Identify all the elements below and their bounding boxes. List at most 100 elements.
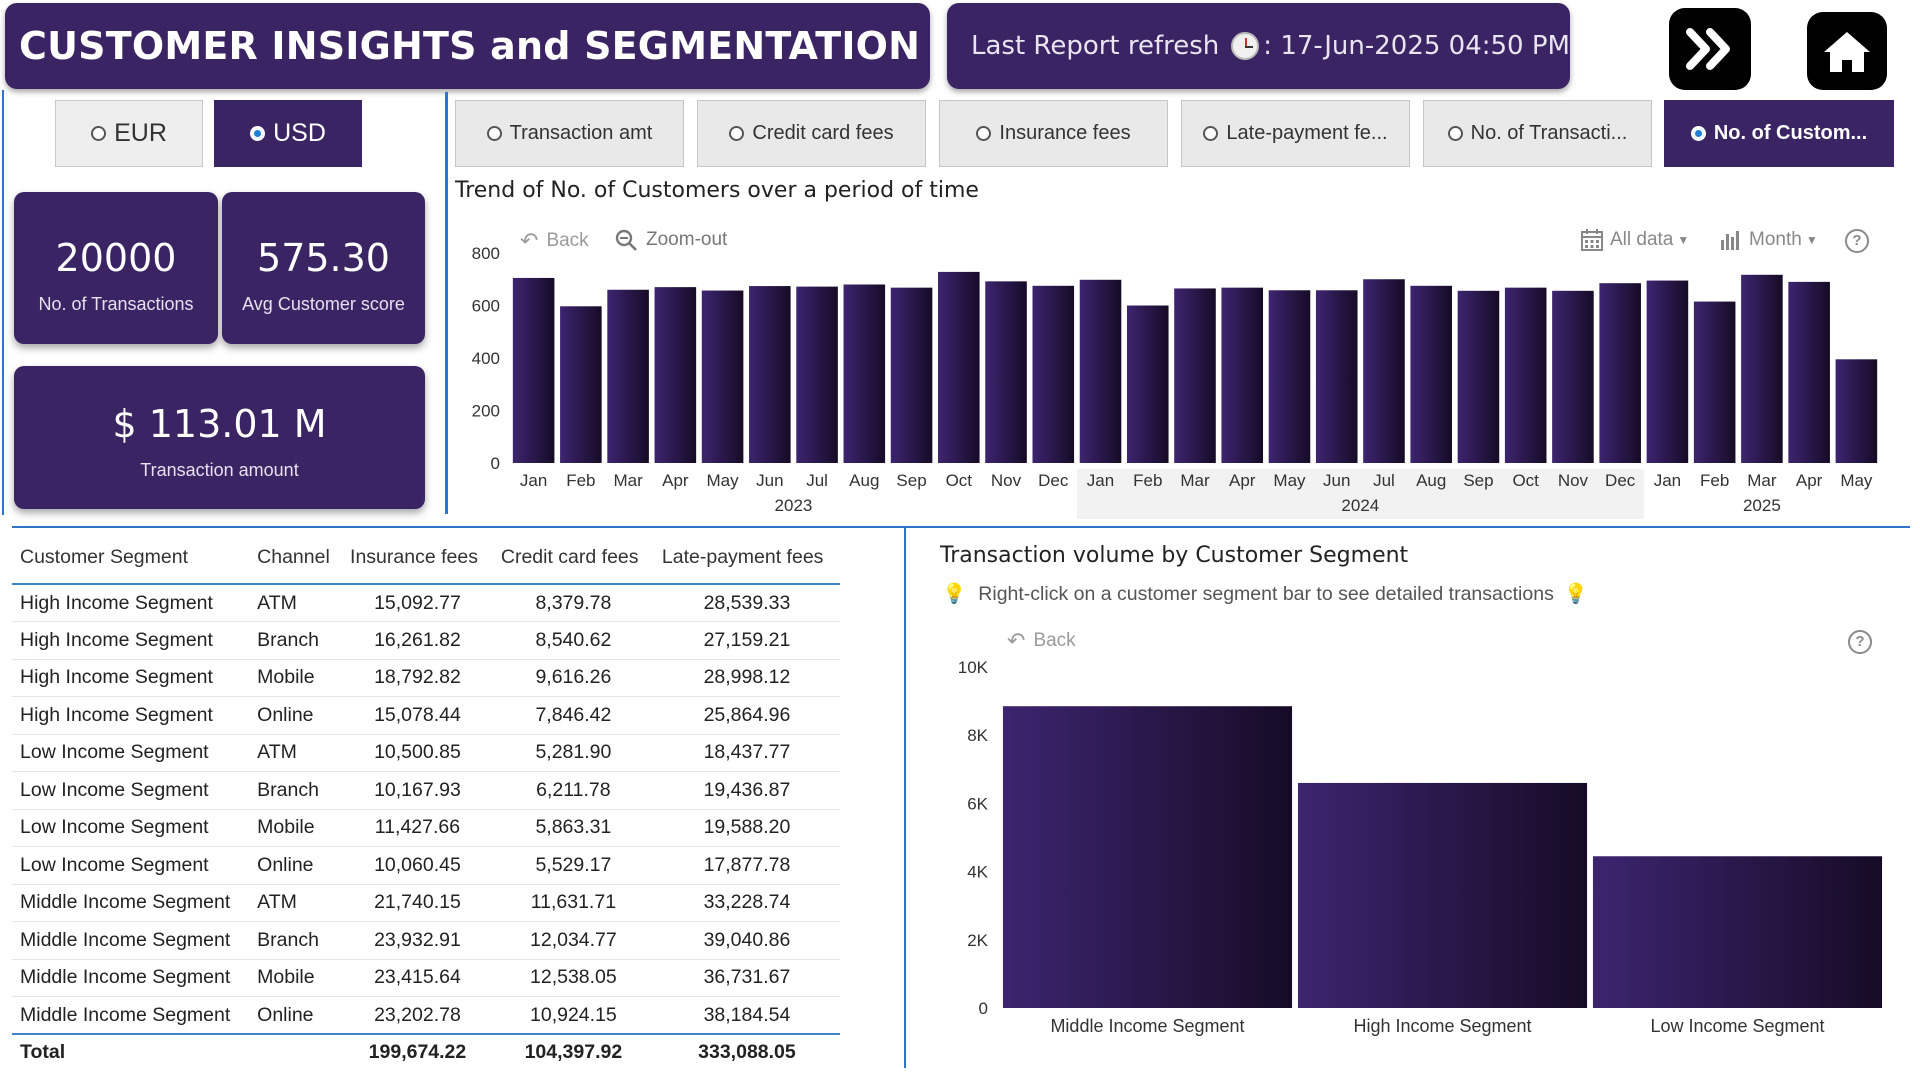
column-header[interactable]: Channel — [249, 532, 343, 585]
trend-back-button[interactable]: ↶ Back — [520, 228, 589, 254]
trend-bar[interactable] — [607, 289, 649, 463]
table-row[interactable]: High Income Segment Online 15,078.44 7,846.… — [12, 696, 840, 735]
trend-bar[interactable] — [985, 281, 1027, 463]
segment-hint-text: Right-click on a customer segment bar to… — [978, 582, 1554, 605]
help-icon[interactable]: ? — [1845, 229, 1869, 253]
table-row[interactable]: Middle Income Segment ATM 21,740.15 11,631.… — [12, 884, 840, 922]
metric-credit-card-fees-button[interactable]: Credit card fees — [697, 100, 926, 167]
table-row[interactable]: Low Income Segment Branch 10,167.93 6,211.7… — [12, 771, 840, 810]
metric-no-of-transactions-button[interactable]: No. of Transacti... — [1423, 100, 1652, 167]
trend-bar[interactable] — [938, 271, 980, 463]
trend-bar[interactable] — [1504, 287, 1547, 463]
table-cell: Low Income Segment — [12, 846, 250, 885]
trend-bar[interactable] — [1032, 285, 1075, 463]
trend-bar[interactable] — [1315, 290, 1358, 463]
column-header[interactable]: Insurance fees — [342, 532, 493, 585]
table-row[interactable]: Low Income Segment ATM 10,500.85 5,281.90 18… — [12, 734, 840, 772]
segment-bar[interactable] — [1592, 856, 1883, 1008]
column-header[interactable]: Credit card fees — [492, 532, 654, 585]
trend-bar[interactable] — [654, 287, 697, 463]
trend-bar[interactable] — [701, 290, 744, 463]
trend-bar[interactable] — [1457, 290, 1500, 463]
trend-bar[interactable] — [1174, 288, 1216, 463]
table-row[interactable]: Middle Income Segment Branch 23,932.91 12,0… — [12, 921, 840, 960]
period-dropdown[interactable]: Month ▼ — [1719, 228, 1818, 252]
table-cell: 39,040.86 — [653, 921, 840, 960]
bar-chart-icon — [1721, 231, 1739, 250]
trend-bar[interactable] — [1646, 280, 1689, 463]
trend-bar[interactable] — [1079, 279, 1122, 463]
segment-back-button[interactable]: ↶ Back — [1007, 628, 1076, 654]
table-cell: 5,863.31 — [492, 809, 654, 847]
trend-bar[interactable] — [749, 286, 791, 463]
table-cell: Branch — [249, 771, 343, 810]
table-cell: Middle Income Segment — [12, 996, 250, 1035]
trend-bar[interactable] — [1268, 290, 1311, 463]
x-tick-label: Jan — [1654, 471, 1681, 490]
table-cell: High Income Segment — [12, 621, 250, 660]
table-cell: 9,616.26 — [492, 659, 654, 697]
metric-insurance-fees-button[interactable]: Insurance fees — [939, 100, 1168, 167]
help-icon[interactable]: ? — [1848, 630, 1872, 654]
next-page-button[interactable] — [1669, 8, 1751, 90]
all-data-dropdown[interactable]: All data ▼ — [1580, 228, 1689, 252]
segment-bar[interactable] — [1002, 706, 1293, 1008]
kpi-transactions-card: 20000 No. of Transactions — [14, 192, 218, 344]
trend-bar[interactable] — [512, 277, 555, 463]
trend-bar[interactable] — [1126, 305, 1169, 464]
trend-bar[interactable] — [1363, 279, 1405, 463]
table-cell: Online — [249, 846, 343, 885]
x-tick-label: Mar — [1180, 471, 1210, 490]
x-tick-label: Jun — [756, 471, 783, 490]
trend-bar[interactable] — [890, 287, 933, 463]
x-tick-label: Apr — [1796, 471, 1823, 490]
table-row[interactable]: High Income Segment ATM 15,092.77 8,379.78 2… — [12, 584, 840, 622]
table-total-row: Total 199,674.22 104,397.92 333,088.05 — [12, 1033, 840, 1070]
trend-bar[interactable] — [1552, 290, 1594, 463]
table-cell: Branch — [249, 621, 343, 660]
radio-on-icon — [250, 126, 266, 141]
table-row[interactable]: High Income Segment Mobile 18,792.82 9,616.… — [12, 659, 840, 697]
segment-fees-table: Customer Segment Channel Insurance fees … — [12, 532, 840, 1070]
table-cell: 10,924.15 — [492, 996, 654, 1035]
trend-bar[interactable] — [1741, 274, 1783, 463]
zoom-out-icon — [615, 229, 637, 251]
metric-transaction-amt-button[interactable]: Transaction amt — [455, 100, 684, 167]
metric-no-of-customers-button[interactable]: No. of Custom... — [1664, 100, 1894, 167]
y-tick-label: 0 — [491, 454, 500, 473]
kpi-amount-label: Transaction amount — [140, 460, 299, 480]
home-button[interactable] — [1807, 12, 1887, 90]
table-row[interactable]: High Income Segment Branch 16,261.82 8,540.… — [12, 621, 840, 660]
column-header[interactable]: Late-payment fees — [653, 532, 840, 585]
trend-bar[interactable] — [796, 286, 838, 463]
table-row[interactable]: Low Income Segment Mobile 11,427.66 5,863.3… — [12, 809, 840, 847]
page-title-text: CUSTOMER INSIGHTS and SEGMENTATION — [19, 24, 921, 68]
clock-icon — [1231, 32, 1260, 60]
table-row[interactable]: Middle Income Segment Mobile 23,415.64 12,5… — [12, 959, 840, 997]
trend-bar[interactable] — [1788, 281, 1830, 463]
trend-chart: 0 200 400 600 800 Jan Feb Mar Apr May Jun Jul Aug Sep… — [472, 244, 1878, 519]
segment-chart-hint: 💡 Right-click on a customer segment bar … — [942, 582, 1588, 606]
trend-bar[interactable] — [560, 306, 602, 463]
calendar-icon — [1581, 229, 1603, 251]
metric-late-payment-fees-button[interactable]: Late-payment fe... — [1181, 100, 1410, 167]
trend-bar[interactable] — [1835, 359, 1878, 463]
year-label: 2025 — [1743, 496, 1781, 515]
radio-off-icon — [1447, 126, 1463, 141]
trend-bar[interactable] — [1599, 283, 1641, 463]
currency-eur-button[interactable]: EUR — [55, 100, 203, 167]
trend-bar[interactable] — [843, 284, 886, 464]
kpi-transactions-value: 20000 — [55, 236, 177, 280]
trend-bar[interactable] — [1693, 301, 1736, 463]
segment-bar[interactable] — [1297, 782, 1588, 1008]
caret-down-icon: ▼ — [1677, 233, 1690, 247]
trend-bar[interactable] — [1410, 285, 1452, 463]
trend-zoom-out-button[interactable]: Zoom-out — [614, 228, 727, 252]
table-cell: 18,792.82 — [342, 659, 493, 697]
table-row[interactable]: Low Income Segment Online 10,060.45 5,529.1… — [12, 846, 840, 885]
currency-usd-button[interactable]: USD — [214, 100, 362, 167]
trend-bar[interactable] — [1221, 287, 1264, 463]
table-row[interactable]: Middle Income Segment Online 23,202.78 10,9… — [12, 996, 840, 1035]
caret-down-icon: ▼ — [1805, 233, 1818, 247]
column-header[interactable]: Customer Segment — [12, 532, 250, 585]
